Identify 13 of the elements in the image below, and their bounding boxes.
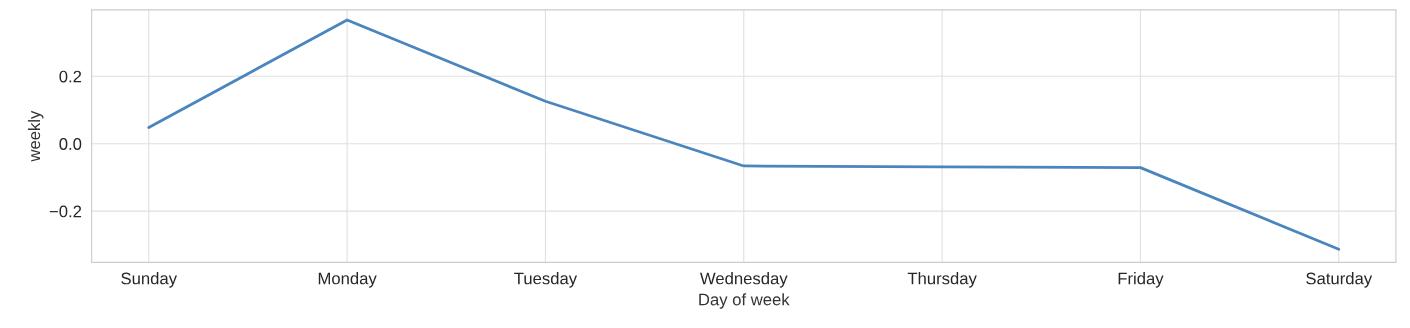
x-tick-label: Tuesday: [514, 272, 578, 288]
y-tick-label: 0.0: [59, 138, 82, 150]
y-tick-label: 0.2: [59, 70, 82, 83]
y-tick-label: −0.2: [49, 205, 82, 218]
x-tick-label: Friday: [1118, 272, 1164, 288]
line-series: [147, 18, 1341, 251]
x-axis-title: Day of week: [699, 293, 790, 309]
y-axis-title: weekly: [27, 110, 44, 162]
x-tick-label: Saturday: [1306, 272, 1373, 288]
x-tick-label: Thursday: [907, 272, 977, 288]
x-tick-label: Sunday: [121, 272, 177, 288]
x-tick-label: Wednesday: [699, 272, 788, 288]
x-tick-label: Monday: [318, 272, 377, 288]
